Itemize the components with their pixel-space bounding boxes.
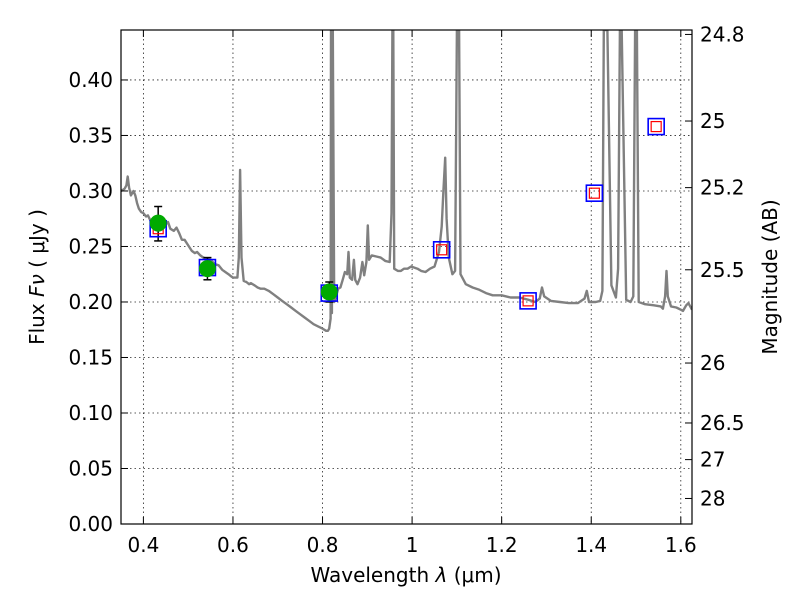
y-tick-label: 0.10	[68, 401, 113, 425]
model-photometry-box	[519, 292, 537, 310]
model-photometry-box	[647, 117, 665, 136]
model-photometry-inner	[436, 244, 448, 256]
y-tick-label: 0.05	[68, 456, 113, 480]
spectrum-layer	[121, 30, 692, 332]
axis-ticks: 0.4 0.6 0.8 1 1.2 1.4 1.6 0.00 0.05 0.10 0.15 0.20 0…	[68, 22, 744, 557]
y-tick-label: 0.25	[68, 234, 113, 258]
x-tick-label: 1.2	[486, 533, 518, 557]
plot-frame	[120, 29, 693, 525]
y2-tick-label: 26	[700, 351, 725, 375]
y2-axis-title: Magnitude (AB)	[758, 199, 782, 354]
observed-photometry-point	[320, 283, 338, 301]
model-photometry-box	[585, 184, 604, 202]
y-tick-label: 0.40	[68, 68, 113, 92]
model-photometry-inner	[588, 187, 600, 199]
x-tick-label: 1	[406, 533, 419, 557]
y2-tick-label: 25.2	[700, 176, 745, 200]
model-spectrum-line	[121, 30, 692, 332]
y-tick-label: 0.15	[68, 345, 113, 369]
y-tick-label: 0.20	[68, 290, 113, 314]
y2-tick-label: 26.5	[700, 411, 745, 435]
y-tick-label: 0.35	[68, 123, 113, 147]
x-tick-label: 0.4	[127, 533, 159, 557]
y2-tick-label: 25.5	[700, 258, 745, 282]
y-tick-label: 0.30	[68, 179, 113, 203]
x-tick-label: 1.4	[575, 533, 607, 557]
y2-tick-label: 28	[700, 486, 725, 510]
x-tick-label: 1.6	[665, 533, 697, 557]
observed-photometry-point	[198, 260, 216, 278]
model-photometry-inner	[522, 295, 534, 307]
observed-photometry-point	[149, 214, 167, 232]
model-photometry-box	[432, 241, 451, 259]
x-tick-label: 0.8	[307, 533, 339, 557]
y2-tick-label: 25	[700, 109, 725, 133]
photometry-markers	[149, 117, 665, 310]
y2-tick-label: 24.8	[700, 22, 745, 46]
x-tick-label: 0.6	[217, 533, 249, 557]
y-tick-label: 0.00	[68, 512, 113, 536]
y2-tick-label: 27	[700, 448, 725, 472]
y-axis-title: Flux Fν ( μJy )	[25, 209, 49, 345]
model-photometry-inner	[650, 120, 662, 133]
x-axis-title: Wavelength λ (μm)	[310, 563, 501, 587]
